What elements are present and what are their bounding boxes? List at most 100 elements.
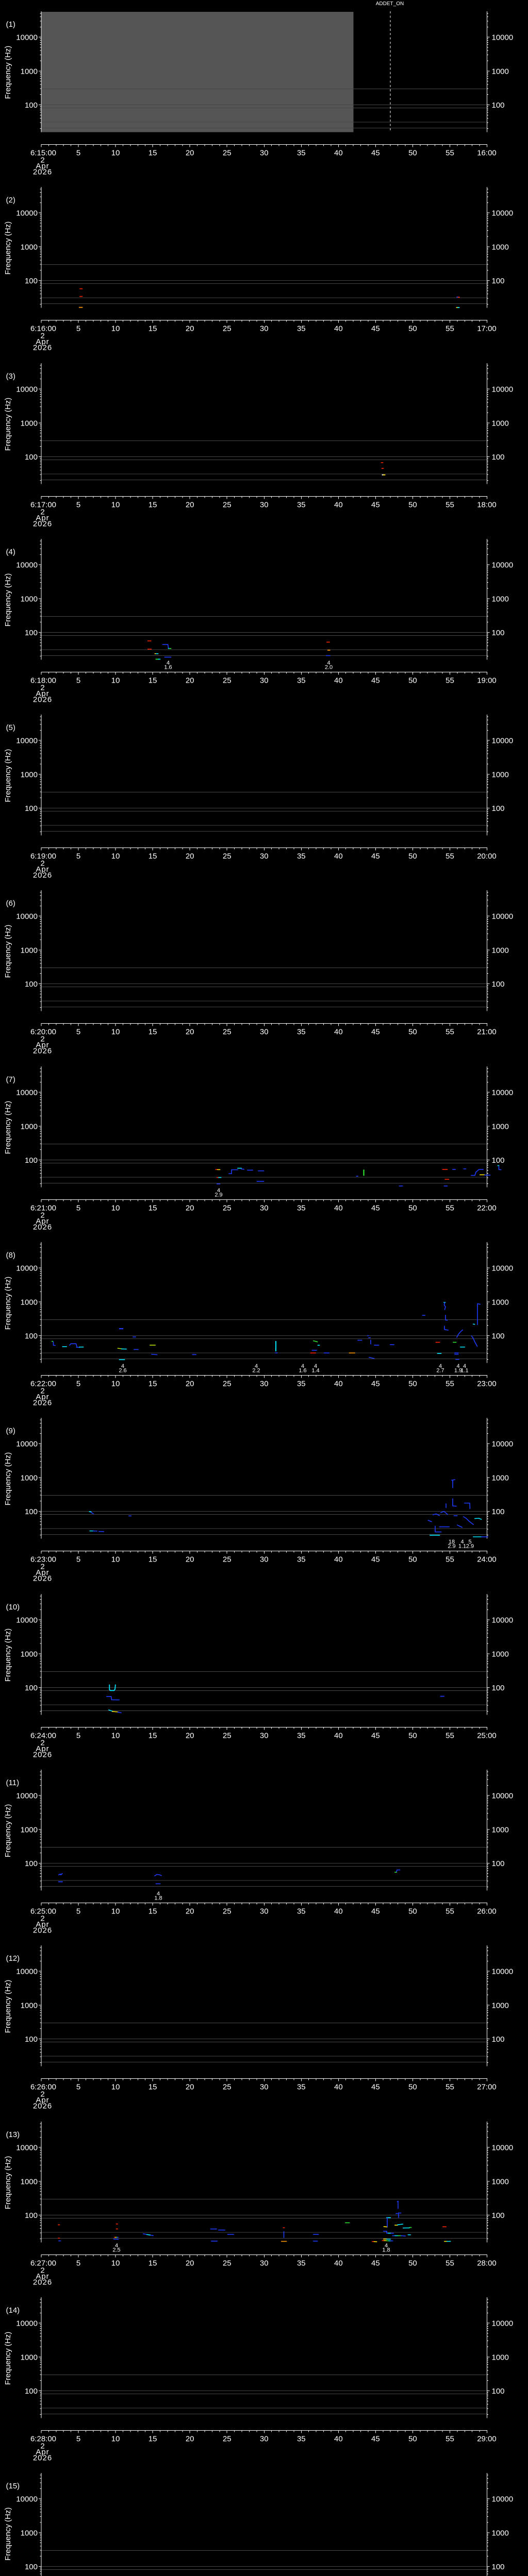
svg-text:50: 50 [408, 1907, 417, 1916]
svg-text:1000: 1000 [492, 2529, 509, 2537]
svg-text:20: 20 [186, 149, 194, 158]
svg-text:5: 5 [468, 1539, 471, 1545]
svg-text:40: 40 [334, 2435, 343, 2444]
svg-text:50: 50 [408, 2259, 417, 2268]
svg-text:2026: 2026 [33, 1223, 52, 1232]
svg-text:100: 100 [25, 1859, 38, 1868]
svg-text:4: 4 [460, 1539, 464, 1545]
svg-text:10: 10 [111, 1380, 120, 1388]
svg-text:45: 45 [371, 1907, 380, 1916]
svg-text:2026: 2026 [33, 1926, 52, 1935]
svg-text:2: 2 [40, 2442, 44, 2451]
svg-text:4: 4 [157, 1891, 160, 1897]
svg-text:100: 100 [25, 629, 38, 637]
svg-text:25: 25 [223, 1907, 232, 1916]
svg-text:10: 10 [111, 676, 120, 685]
svg-text:55: 55 [446, 2083, 454, 2092]
svg-text:40: 40 [334, 1555, 343, 1564]
svg-text:1.4: 1.4 [311, 1368, 319, 1374]
svg-text:10: 10 [111, 149, 120, 158]
svg-text:30: 30 [260, 1380, 269, 1388]
svg-text:5: 5 [76, 1380, 80, 1388]
svg-text:2026: 2026 [33, 696, 52, 704]
svg-text:(8): (8) [6, 1251, 15, 1260]
svg-text:55: 55 [446, 1555, 454, 1564]
svg-text:10000: 10000 [16, 1440, 38, 1449]
svg-text:Frequency (Hz): Frequency (Hz) [4, 573, 12, 626]
svg-text:45: 45 [371, 1380, 380, 1388]
svg-text:1000: 1000 [492, 595, 509, 603]
svg-text:5: 5 [76, 501, 80, 510]
svg-text:2: 2 [40, 1387, 44, 1396]
svg-text:50: 50 [408, 501, 417, 510]
svg-text:1000: 1000 [21, 770, 38, 779]
svg-text:35: 35 [297, 325, 306, 333]
svg-text:Frequency (Hz): Frequency (Hz) [4, 2332, 12, 2385]
svg-text:(15): (15) [6, 2482, 20, 2490]
svg-text:2: 2 [40, 1563, 44, 1571]
svg-text:2: 2 [40, 156, 44, 165]
svg-text:50: 50 [408, 1732, 417, 1740]
svg-text:2026: 2026 [33, 2278, 52, 2287]
svg-text:100: 100 [492, 1507, 505, 1516]
svg-text:10000: 10000 [492, 1264, 514, 1273]
svg-text:2026: 2026 [33, 168, 52, 177]
svg-text:5: 5 [76, 2083, 80, 2092]
svg-text:25: 25 [223, 852, 232, 861]
svg-text:40: 40 [334, 149, 343, 158]
svg-text:4: 4 [456, 1363, 459, 1369]
svg-text:100: 100 [492, 980, 505, 989]
svg-text:10000: 10000 [16, 1968, 38, 1976]
svg-text:5: 5 [76, 852, 80, 861]
svg-text:30: 30 [260, 501, 269, 510]
svg-text:20: 20 [186, 852, 194, 861]
svg-text:4: 4 [115, 2243, 118, 2249]
svg-text:6:24:00: 6:24:00 [30, 1732, 56, 1740]
svg-text:Frequency (Hz): Frequency (Hz) [4, 1980, 12, 2033]
svg-text:45: 45 [371, 1732, 380, 1740]
svg-text:Frequency (Hz): Frequency (Hz) [4, 2507, 12, 2561]
svg-text:Apr: Apr [36, 2448, 49, 2456]
svg-text:20: 20 [186, 1028, 194, 1037]
svg-text:20: 20 [186, 2083, 194, 2092]
svg-text:15: 15 [148, 325, 157, 333]
svg-text:100: 100 [25, 804, 38, 813]
svg-text:1000: 1000 [492, 2353, 509, 2362]
svg-text:(7): (7) [6, 1075, 15, 1084]
svg-text:10: 10 [111, 325, 120, 333]
svg-text:1000: 1000 [492, 243, 509, 251]
svg-text:10000: 10000 [492, 1616, 514, 1625]
svg-text:Apr: Apr [36, 337, 49, 346]
svg-text:10: 10 [111, 1555, 120, 1564]
svg-text:10000: 10000 [16, 33, 38, 42]
svg-text:30: 30 [260, 2259, 269, 2268]
svg-text:45: 45 [371, 1555, 380, 1564]
svg-text:Apr: Apr [36, 1920, 49, 1929]
svg-text:30: 30 [260, 1907, 269, 1916]
svg-text:35: 35 [297, 1380, 306, 1388]
svg-text:(12): (12) [6, 1954, 20, 1963]
svg-text:25: 25 [223, 1204, 232, 1213]
svg-text:20: 20 [186, 2435, 194, 2444]
svg-text:10000: 10000 [16, 2495, 38, 2504]
svg-text:25: 25 [223, 2259, 232, 2268]
svg-text:10000: 10000 [492, 737, 514, 745]
svg-text:50: 50 [408, 2435, 417, 2444]
svg-text:Frequency (Hz): Frequency (Hz) [4, 1629, 12, 1682]
svg-text:2.9: 2.9 [448, 1544, 455, 1550]
svg-text:2: 2 [40, 859, 44, 868]
svg-text:4: 4 [255, 1363, 258, 1369]
svg-text:Frequency (Hz): Frequency (Hz) [4, 925, 12, 978]
svg-text:40: 40 [334, 676, 343, 685]
svg-text:(5): (5) [6, 723, 15, 732]
svg-text:100: 100 [492, 2035, 505, 2044]
svg-text:10000: 10000 [492, 561, 514, 570]
svg-text:(3): (3) [6, 372, 15, 381]
svg-text:35: 35 [297, 1732, 306, 1740]
svg-text:100: 100 [492, 1332, 505, 1341]
svg-text:Frequency (Hz): Frequency (Hz) [4, 46, 12, 99]
svg-text:100: 100 [492, 277, 505, 285]
svg-text:1.1: 1.1 [458, 1544, 466, 1550]
svg-text:2026: 2026 [33, 2454, 52, 2463]
svg-text:25: 25 [223, 1732, 232, 1740]
